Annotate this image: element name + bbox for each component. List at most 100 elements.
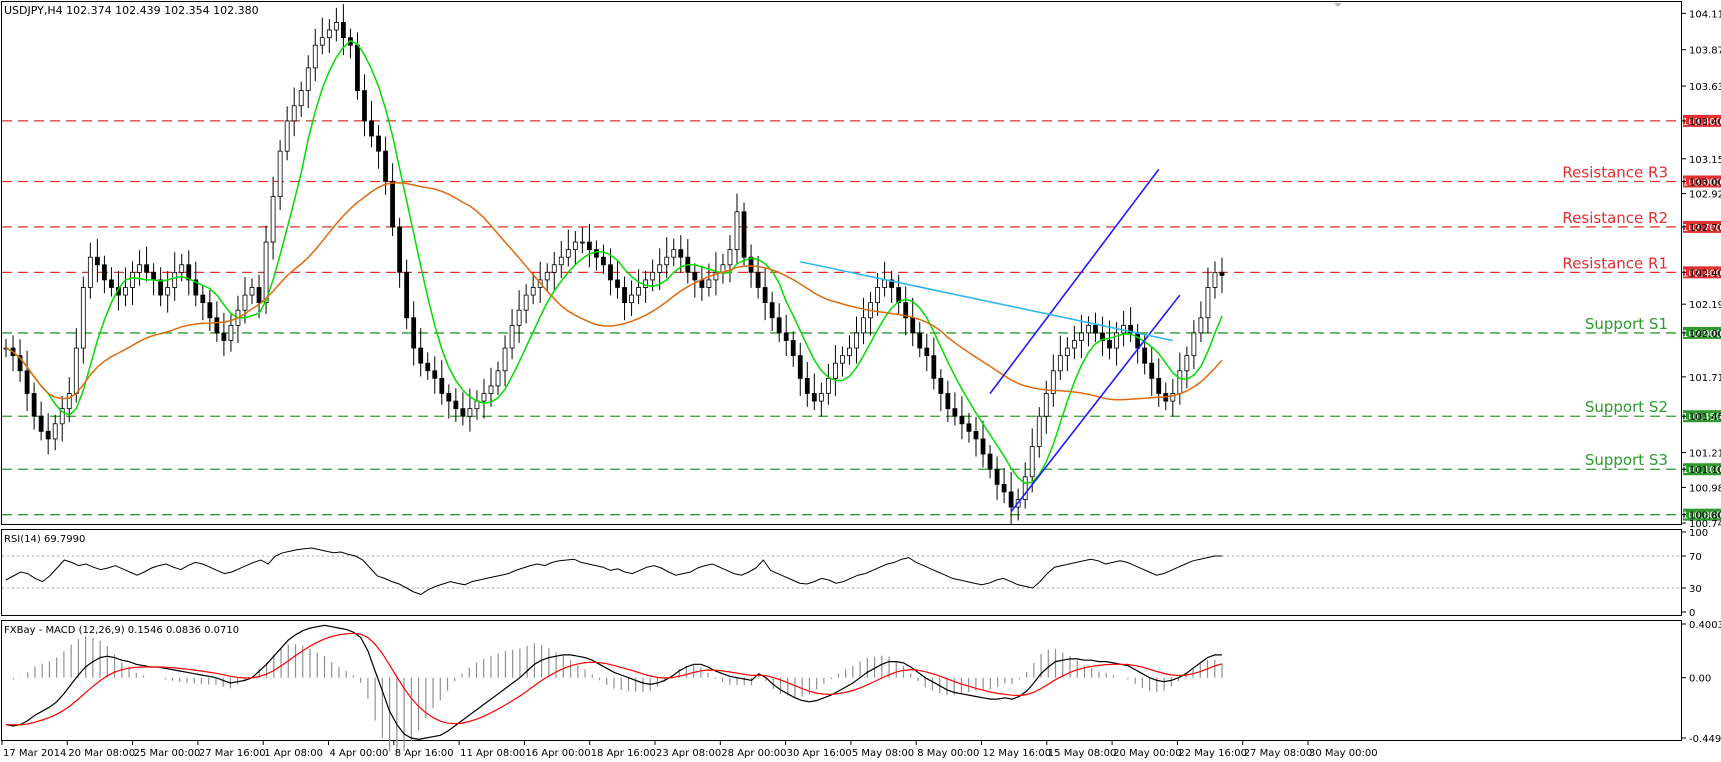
candle-body	[1107, 340, 1112, 349]
candle-body	[952, 408, 958, 417]
candle-body	[811, 393, 817, 402]
candle-body	[66, 393, 72, 410]
candle-body	[158, 279, 164, 296]
candle-body	[1008, 491, 1014, 508]
candle-body	[453, 400, 459, 410]
candle-body	[446, 393, 452, 402]
level-price-value: 102.700	[1682, 223, 1721, 234]
candle-body	[102, 264, 107, 281]
macd-tick-label: -0.4498	[1689, 734, 1721, 745]
candle-body	[305, 67, 311, 92]
level-price-value: 103.000	[1682, 177, 1721, 188]
candle-body	[172, 271, 178, 288]
candle-body	[615, 279, 620, 288]
candle-body	[432, 370, 438, 379]
x-tick-label: 20 Mar 08:00	[68, 748, 135, 759]
trend-line	[1010, 294, 1181, 513]
candle-body	[249, 287, 255, 296]
level-label: Support S2	[1585, 398, 1668, 416]
candle-body	[369, 120, 374, 137]
candle-body	[629, 294, 634, 304]
candle-body	[1086, 324, 1091, 334]
candle-body	[973, 430, 979, 440]
candle-body	[833, 362, 838, 379]
level-price-tag	[1683, 220, 1721, 233]
level-price-tag	[1683, 463, 1721, 476]
candle-body	[987, 453, 993, 470]
candle-body	[1043, 393, 1049, 417]
candle-body	[643, 279, 649, 288]
candle-body	[657, 264, 663, 273]
candle-body	[854, 332, 859, 349]
candle-body	[1093, 324, 1098, 334]
candle-body	[52, 423, 58, 440]
candle-body	[24, 370, 30, 394]
candle-body	[298, 90, 304, 107]
price-tick-label: 103.000	[1689, 177, 1721, 188]
level-label: Support S1	[1585, 315, 1668, 333]
candle-body	[1128, 324, 1134, 334]
candle-body	[1071, 340, 1077, 349]
candle-body	[924, 347, 930, 357]
candle-body	[242, 294, 248, 311]
candle-body	[355, 44, 360, 92]
price-tick-label: 103.400	[1689, 117, 1721, 128]
candle-body	[73, 347, 79, 394]
x-tick-label: 4 Apr 00:00	[330, 748, 389, 759]
candle-body	[256, 287, 262, 304]
x-tick-label: 5 May 08:00	[852, 748, 914, 759]
candle-body	[502, 347, 508, 372]
candle-body	[31, 393, 37, 417]
candle-body	[713, 271, 719, 281]
candle-body	[931, 355, 937, 379]
macd-title: FXBay - MACD (12,26,9) 0.1546 0.0836 0.0…	[4, 625, 239, 636]
candle-body	[790, 340, 796, 357]
candle-body	[903, 302, 909, 319]
candle-body	[193, 279, 199, 296]
candle-body	[734, 211, 740, 251]
candle-body	[544, 271, 550, 281]
candle-body	[692, 271, 698, 281]
candle-body	[994, 468, 1000, 485]
x-tick-label: 28 Apr 00:00	[721, 748, 786, 759]
candle-body	[1050, 370, 1056, 394]
candle-body	[875, 287, 880, 304]
candle-body	[1064, 347, 1070, 357]
candle-body	[1198, 317, 1204, 334]
candle-body	[214, 317, 220, 334]
candle-body	[404, 271, 410, 319]
candle-body	[467, 408, 473, 417]
candle-body	[1212, 271, 1218, 288]
level-price-tag	[1683, 175, 1721, 188]
candle-body	[959, 415, 965, 425]
candle-body	[123, 287, 128, 296]
candle-body	[861, 317, 866, 334]
candle-body	[270, 196, 276, 243]
level-label: Resistance R2	[1562, 209, 1668, 227]
candle-body	[1149, 362, 1155, 379]
candle-body	[439, 377, 445, 394]
candle-body	[376, 135, 381, 152]
candle-body	[200, 294, 206, 304]
candle-body	[783, 332, 789, 341]
candle-body	[741, 211, 747, 258]
candle-body	[608, 264, 613, 281]
candle-body	[516, 309, 522, 326]
candle-body	[186, 264, 192, 281]
candle-body	[1001, 483, 1007, 493]
macd-tick-label: 0.00	[1689, 674, 1711, 685]
price-tick-label: 103.150	[1689, 155, 1721, 166]
level-label: Support S3	[1585, 451, 1668, 469]
rsi-tick-label: 0	[1689, 608, 1695, 619]
scroll-marker[interactable]	[1334, 3, 1342, 7]
candle-body	[579, 241, 585, 244]
candle-body	[17, 355, 23, 372]
rsi-title: RSI(14) 69.7990	[4, 534, 85, 545]
candle-body	[748, 256, 754, 273]
candle-body	[1219, 271, 1225, 276]
candle-body	[889, 279, 895, 288]
candle-body	[1205, 287, 1211, 319]
candle-body	[165, 287, 171, 296]
candle-body	[87, 256, 93, 288]
x-tick-label: 23 Apr 08:00	[656, 748, 721, 759]
